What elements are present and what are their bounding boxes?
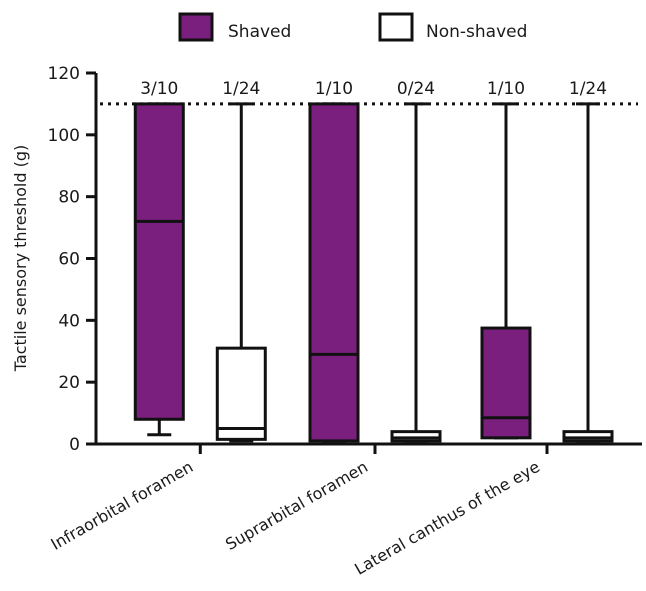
annotation-non-shaved-suprarbital-foramen: 0/24 (397, 79, 435, 99)
y-tick-label-20: 20 (58, 373, 80, 393)
iqr-box-non-shaved-suprarbital-foramen (390, 430, 442, 443)
legend-swatch-shaved (178, 12, 214, 42)
y-axis-label: Tactile sensory threshold (g) (11, 145, 30, 372)
legend: Shaved Non-shaved (178, 12, 527, 42)
box-shaved-infraorbital-foramen (133, 102, 185, 437)
x-tick-label-1: Suprarbital foramen (222, 457, 371, 554)
legend-label-shaved: Shaved (228, 22, 291, 42)
y-tick-label-40: 40 (58, 311, 80, 331)
box-shaved-suprarbital-foramen (308, 102, 360, 443)
annotation-non-shaved-lateral-canthus-of-the-eye: 1/24 (569, 79, 607, 99)
iqr-box-shaved-suprarbital-foramen (308, 102, 360, 443)
box-shaved-lateral-canthus-of-the-eye (480, 102, 532, 440)
y-tick-label-0: 0 (69, 435, 80, 455)
y-tick-label-100: 100 (48, 126, 80, 146)
boxes (133, 102, 614, 443)
x-tick-label-2: Lateral canthus of the eye (351, 457, 543, 579)
box-non-shaved-suprarbital-foramen (390, 102, 442, 443)
box-non-shaved-infraorbital-foramen (215, 102, 267, 443)
iqr-box-shaved-infraorbital-foramen (133, 102, 185, 421)
annotation-shaved-suprarbital-foramen: 1/10 (315, 79, 353, 99)
annotation-shaved-lateral-canthus-of-the-eye: 1/10 (487, 79, 525, 99)
box-non-shaved-lateral-canthus-of-the-eye (562, 102, 614, 443)
annotation-shaved-infraorbital-foramen: 3/10 (140, 79, 178, 99)
iqr-box-non-shaved-infraorbital-foramen (215, 346, 267, 441)
iqr-box-non-shaved-lateral-canthus-of-the-eye (562, 430, 614, 443)
y-tick-label-120: 120 (48, 64, 80, 84)
y-tick-label-60: 60 (58, 250, 80, 270)
legend-swatch-non-shaved (378, 12, 414, 42)
y-tick-label-80: 80 (58, 188, 80, 208)
annotations: 3/10 1/10 1/10 1/24 0/24 1/24 (140, 79, 607, 99)
legend-label-non-shaved: Non-shaved (426, 22, 527, 42)
annotation-non-shaved-infraorbital-foramen: 1/24 (222, 79, 260, 99)
iqr-box-shaved-lateral-canthus-of-the-eye (480, 326, 532, 440)
x-tick-label-0: Infraorbital foramen (48, 457, 197, 554)
